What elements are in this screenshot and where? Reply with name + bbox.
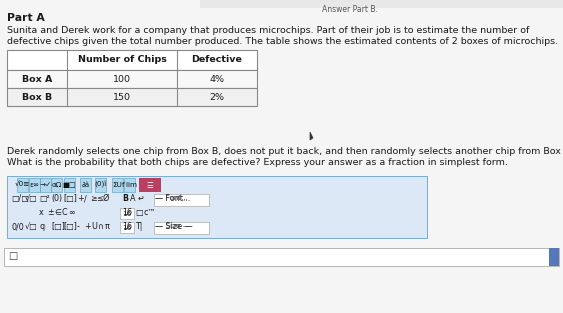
Text: 16: 16 (122, 222, 132, 231)
Text: x: x (39, 208, 44, 217)
Text: ε∞: ε∞ (29, 182, 39, 188)
Bar (7, 88, 257, 106)
Text: Sunita and Derek work for a company that produces microchips. Part of their job : Sunita and Derek work for a company that… (7, 26, 529, 35)
Text: ΣU: ΣU (113, 182, 122, 188)
Text: 16: 16 (122, 211, 132, 217)
Bar (7, 50, 257, 70)
Bar (112, 178, 123, 192)
Text: Box B: Box B (22, 93, 52, 101)
Text: qᵢ: qᵢ (39, 222, 46, 231)
Text: T|: T| (135, 222, 142, 231)
Text: ∂â: ∂â (82, 182, 90, 188)
Bar (51, 178, 62, 192)
Text: →✓: →✓ (39, 182, 52, 188)
Text: 100: 100 (113, 74, 131, 84)
Text: (0)î: (0)î (95, 182, 106, 188)
Text: ■□: ■□ (62, 182, 77, 188)
Text: ≤: ≤ (96, 194, 103, 203)
Bar (40, 178, 51, 192)
Bar (200, 0, 563, 8)
Text: c™: c™ (143, 208, 155, 217)
Text: Number of Chips: Number of Chips (78, 55, 167, 64)
Text: What is the probability that both chips are defective? Express your answer as a : What is the probability that both chips … (7, 158, 508, 167)
Text: /: / (84, 194, 87, 203)
Bar (154, 222, 209, 234)
Bar (64, 178, 75, 192)
Text: [□]: [□] (51, 222, 65, 231)
Text: Derek randomly selects one chip from Box B, does not put it back, and then rando: Derek randomly selects one chip from Box… (7, 147, 563, 156)
Text: (0): (0) (51, 194, 62, 203)
Bar (80, 178, 91, 192)
Text: ☰: ☰ (146, 181, 154, 189)
Text: π: π (105, 222, 110, 231)
Text: f lim: f lim (122, 182, 137, 188)
Text: 4%: 4% (209, 74, 225, 84)
Text: 0/0: 0/0 (11, 222, 24, 231)
Text: □: □ (8, 251, 17, 261)
Text: 2%: 2% (209, 93, 225, 101)
Text: ≥: ≥ (90, 194, 97, 203)
Text: 16: 16 (122, 224, 132, 230)
Text: Part A: Part A (7, 13, 44, 23)
Bar (7, 70, 257, 88)
Text: 16: 16 (122, 208, 132, 217)
Text: 150: 150 (113, 93, 131, 101)
Text: -: - (77, 222, 80, 231)
Text: √□: √□ (25, 222, 38, 231)
Text: αΩ: αΩ (51, 182, 62, 188)
Text: √0≡: √0≡ (15, 182, 30, 188)
Text: — Size —: — Size — (155, 222, 193, 231)
Text: Box A: Box A (22, 74, 52, 84)
Text: ∞: ∞ (68, 208, 75, 217)
Bar (4, 248, 559, 266)
Text: [□]: [□] (63, 222, 77, 231)
Text: A: A (130, 194, 136, 203)
Bar (124, 178, 135, 192)
Text: — Font...: — Font... (155, 194, 190, 203)
Text: C: C (61, 208, 66, 217)
Bar (29, 178, 40, 192)
Bar (139, 178, 161, 192)
Polygon shape (310, 132, 313, 140)
Text: ↵: ↵ (138, 194, 145, 203)
Bar (120, 208, 134, 219)
Text: — Size —: — Size — (156, 223, 190, 229)
Bar (95, 178, 106, 192)
Text: Defective: Defective (191, 55, 243, 64)
Text: ∩: ∩ (98, 222, 104, 231)
Text: [□]: [□] (63, 194, 77, 203)
Text: — Font...: — Font... (156, 195, 188, 201)
Bar (17, 178, 28, 192)
Text: +: + (77, 194, 84, 203)
Text: □²: □² (39, 194, 50, 203)
Text: U: U (91, 222, 97, 231)
Text: B: B (122, 194, 128, 203)
Text: □: □ (135, 208, 142, 217)
Bar (549, 248, 559, 266)
Text: +: + (84, 222, 91, 231)
Text: ±: ± (47, 208, 53, 217)
Bar (154, 194, 209, 206)
Text: □/□: □/□ (11, 194, 29, 203)
Text: √□: √□ (25, 194, 38, 203)
Text: Ø: Ø (103, 194, 109, 203)
Bar (120, 222, 134, 233)
Text: Answer Part B.: Answer Part B. (322, 5, 378, 14)
Text: ∈: ∈ (54, 208, 61, 217)
Text: defective chips given the total number produced. The table shows the estimated c: defective chips given the total number p… (7, 37, 558, 46)
Bar (7, 176, 427, 238)
